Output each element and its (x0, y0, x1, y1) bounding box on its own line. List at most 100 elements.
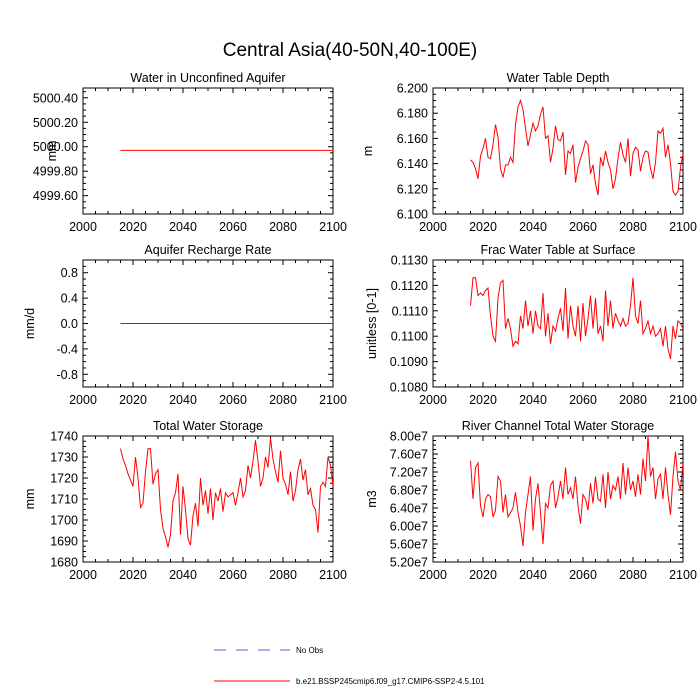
y-tick-label: 5000.20 (33, 116, 78, 130)
y-tick-label: 1730 (50, 451, 78, 465)
y-tick-label: 8.00e7 (390, 430, 428, 444)
x-tick-label: 2040 (519, 393, 547, 407)
y-tick-label: 0.1130 (391, 254, 428, 268)
y-tick-label: 4999.60 (33, 189, 78, 203)
x-tick-label: 2100 (669, 220, 697, 234)
y-tick-label: 6.120 (397, 182, 428, 196)
x-tick-label: 2020 (469, 568, 497, 582)
panel-5: 2000 2020 2040 2060 2080 2100 1680 1690 1700 1710… (23, 419, 347, 582)
y-tick-label: 0.1080 (390, 381, 428, 395)
y-tick-label: 6.160 (397, 132, 428, 146)
panel-2: 2000 2020 2040 2060 2080 2100 6.100 6.120 6.140 6… (361, 71, 697, 234)
panel-title: Total Water Storage (153, 419, 263, 433)
x-tick-label: 2060 (219, 568, 247, 582)
panel-title: Frac Water Table at Surface (481, 243, 636, 257)
y-tick-label: 0.0 (61, 317, 78, 331)
panel-title: Water Table Depth (507, 71, 610, 85)
x-tick-label: 2080 (269, 568, 297, 582)
legend-entry: b.e21.BSSP245cmip6.f09_g17.CMIP6-SSP2-4.… (214, 677, 485, 686)
plot-frame (432, 259, 684, 388)
y-tick-label: 0.1090 (390, 355, 428, 369)
y-tick-label: 1680 (50, 556, 78, 570)
series-line (470, 99, 683, 197)
y-tick-label: 6.140 (397, 157, 428, 171)
x-tick-label: 2040 (519, 220, 547, 234)
x-tick-label: 2040 (169, 568, 197, 582)
x-tick-label: 2000 (419, 393, 447, 407)
y-axis-label: m3 (365, 490, 379, 507)
plot-frame (82, 435, 334, 563)
y-tick-label: 5.20e7 (390, 556, 428, 570)
y-axis-label: m (361, 146, 375, 156)
x-tick-label: 2000 (419, 568, 447, 582)
y-tick-label: 6.80e7 (390, 484, 428, 498)
panel-title: Aquifer Recharge Rate (144, 243, 271, 257)
x-tick-label: 2020 (119, 220, 147, 234)
x-tick-label: 2100 (319, 220, 347, 234)
y-tick-label: 1740 (50, 430, 78, 444)
x-tick-label: 2060 (569, 220, 597, 234)
y-tick-label: 0.4 (61, 292, 78, 306)
y-tick-label: 6.200 (397, 82, 428, 96)
plot-frame (82, 87, 334, 215)
x-tick-label: 2080 (619, 393, 647, 407)
y-tick-label: 7.20e7 (390, 466, 428, 480)
y-tick-label: 0.1120 (391, 279, 428, 293)
x-tick-label: 2000 (419, 220, 447, 234)
series-line (470, 277, 683, 360)
y-tick-label: 1720 (50, 472, 78, 486)
x-tick-label: 2080 (269, 220, 297, 234)
panel-title: Water in Unconfined Aquifer (130, 71, 285, 85)
y-tick-label: 0.1110 (392, 304, 428, 318)
y-tick-label: 1690 (50, 535, 78, 549)
y-tick-label: 0.8 (61, 266, 78, 280)
x-tick-label: 2040 (169, 220, 197, 234)
x-tick-label: 2020 (119, 568, 147, 582)
panel-3: 2000 2020 2040 2060 2080 2100 -0.8 -0.4 0.0 0.4 0.… (23, 243, 347, 407)
figure-title: Central Asia(40-50N,40-100E) (223, 40, 478, 61)
y-tick-label: 5000.40 (33, 91, 78, 105)
legend-entry: No Obs (214, 646, 323, 655)
panels-group: 2000 2020 2040 2060 2080 2100 4999.60 4999.80 50… (23, 71, 697, 582)
x-tick-label: 2000 (69, 568, 97, 582)
legend: No Obs b.e21.BSSP245cmip6.f09_g17.CMIP6-S… (214, 646, 485, 686)
x-tick-label: 2020 (469, 220, 497, 234)
y-tick-label: 6.180 (397, 107, 428, 121)
panel-title: River Channel Total Water Storage (462, 419, 655, 433)
y-tick-label: 1710 (50, 493, 78, 507)
x-tick-label: 2100 (319, 393, 347, 407)
x-tick-label: 2100 (669, 393, 697, 407)
y-axis-label: mm (23, 489, 37, 510)
y-axis-label: mm/d (23, 308, 37, 339)
panel-6: 2000 2020 2040 2060 2080 2100 5.20e7 5.60e7 6.00… (365, 419, 697, 582)
x-tick-label: 2100 (669, 568, 697, 582)
x-tick-label: 2000 (69, 393, 97, 407)
series-line (470, 436, 683, 547)
panel-4: 2000 2020 2040 2060 2080 2100 0.1080 0.1090 0.11… (365, 243, 697, 407)
y-tick-label: 5.60e7 (390, 538, 428, 552)
x-tick-label: 2040 (169, 393, 197, 407)
series-line (120, 438, 333, 548)
y-tick-label: -0.4 (56, 342, 78, 356)
y-tick-label: 6.40e7 (390, 502, 428, 516)
x-tick-label: 2060 (569, 568, 597, 582)
x-tick-label: 2060 (219, 220, 247, 234)
y-tick-label: 6.00e7 (390, 520, 428, 534)
y-tick-label: 1700 (50, 514, 78, 528)
y-tick-label: 0.1100 (391, 330, 428, 344)
y-tick-label: 5000.00 (33, 140, 78, 154)
x-tick-label: 2100 (319, 568, 347, 582)
x-tick-label: 2020 (469, 393, 497, 407)
y-tick-label: 4999.80 (33, 165, 78, 179)
x-tick-label: 2080 (619, 568, 647, 582)
y-axis-label: unitless [0-1] (365, 288, 379, 359)
y-tick-label: 7.60e7 (390, 448, 428, 462)
y-tick-label: 6.100 (397, 208, 428, 222)
x-tick-label: 2060 (219, 393, 247, 407)
x-tick-label: 2080 (619, 220, 647, 234)
y-axis-label: mm (45, 141, 59, 162)
x-tick-label: 2060 (569, 393, 597, 407)
legend-label: b.e21.BSSP245cmip6.f09_g17.CMIP6-SSP2-4.… (296, 677, 485, 686)
x-tick-label: 2080 (269, 393, 297, 407)
